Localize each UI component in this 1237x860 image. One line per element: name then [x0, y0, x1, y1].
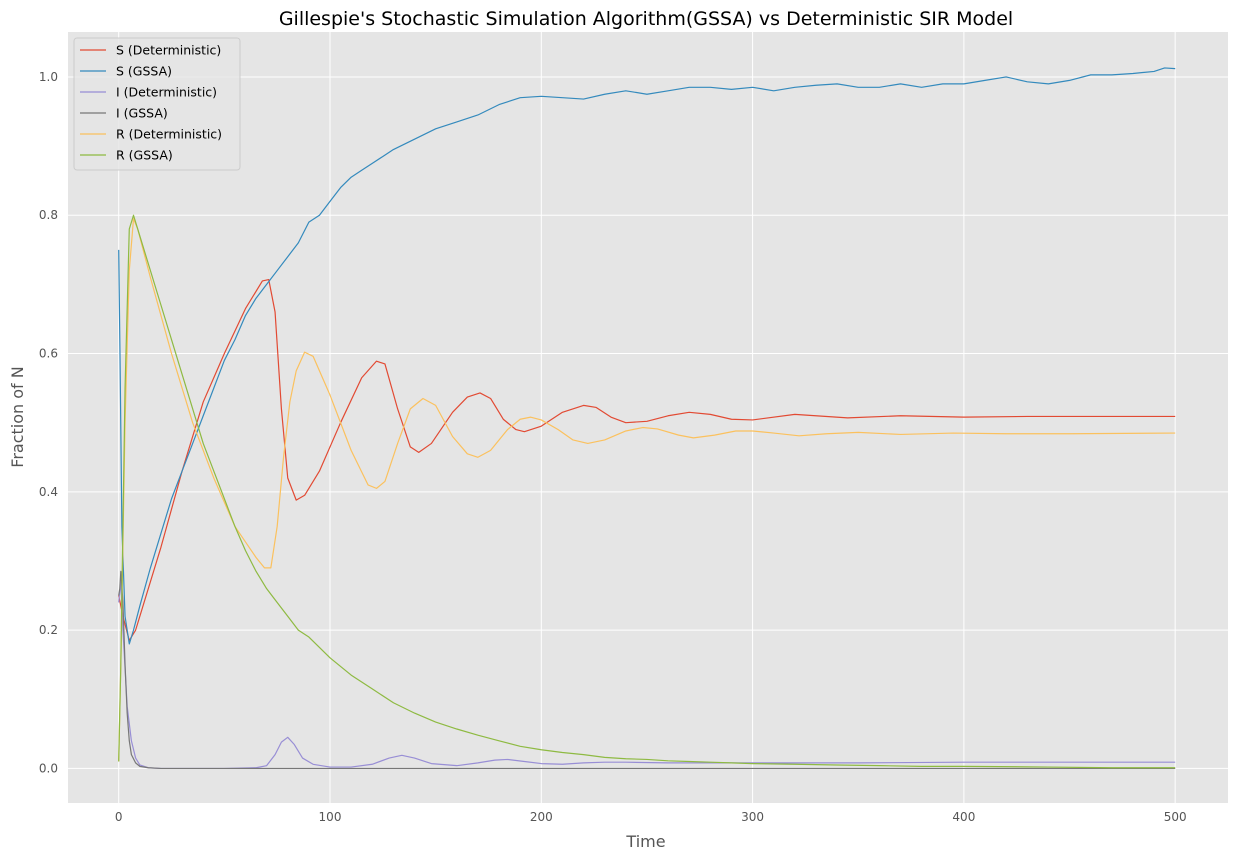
legend-label: I (GSSA)	[116, 106, 168, 121]
x-axis-label: Time	[625, 832, 665, 851]
legend-box	[73, 37, 241, 171]
x-tick-label: 300	[741, 810, 764, 824]
y-tick-label: 1.0	[39, 70, 58, 84]
x-tick-label: 400	[952, 810, 975, 824]
series-line-5	[118, 214, 1176, 769]
chart-title: Gillespie's Stochastic Simulation Algori…	[279, 8, 1013, 30]
y-tick-labels: 0.0 0.2 0.4 0.6 0.8 1.0	[39, 70, 58, 775]
series-line-0	[118, 278, 1176, 642]
legend-label: S (GSSA)	[116, 64, 172, 79]
series-lines	[118, 67, 1176, 770]
series-line-3	[118, 570, 1176, 770]
y-tick-label: 0.4	[39, 485, 58, 499]
legend-label: R (Deterministic)	[116, 127, 222, 142]
plot-background	[68, 32, 1228, 803]
x-tick-label: 0	[115, 810, 123, 824]
x-tick-label: 200	[530, 810, 553, 824]
y-tick-label: 0.0	[39, 761, 58, 775]
x-tick-label: 100	[319, 810, 342, 824]
series-line-4	[118, 218, 1176, 762]
y-tick-label: 0.8	[39, 208, 58, 222]
legend-label: R (GSSA)	[116, 148, 173, 163]
legend-label: I (Deterministic)	[116, 85, 217, 100]
legend-label: S (Deterministic)	[116, 43, 221, 58]
y-tick-label: 0.6	[39, 347, 58, 361]
y-tick-label: 0.2	[39, 623, 58, 637]
x-tick-labels: 0 100 200 300 400 500	[115, 810, 1187, 824]
series-line-1	[118, 67, 1176, 645]
x-tick-label: 500	[1164, 810, 1187, 824]
y-axis-label: Fraction of N	[8, 366, 27, 467]
legend: S (Deterministic) S (GSSA) I (Deterministi…	[73, 37, 241, 171]
